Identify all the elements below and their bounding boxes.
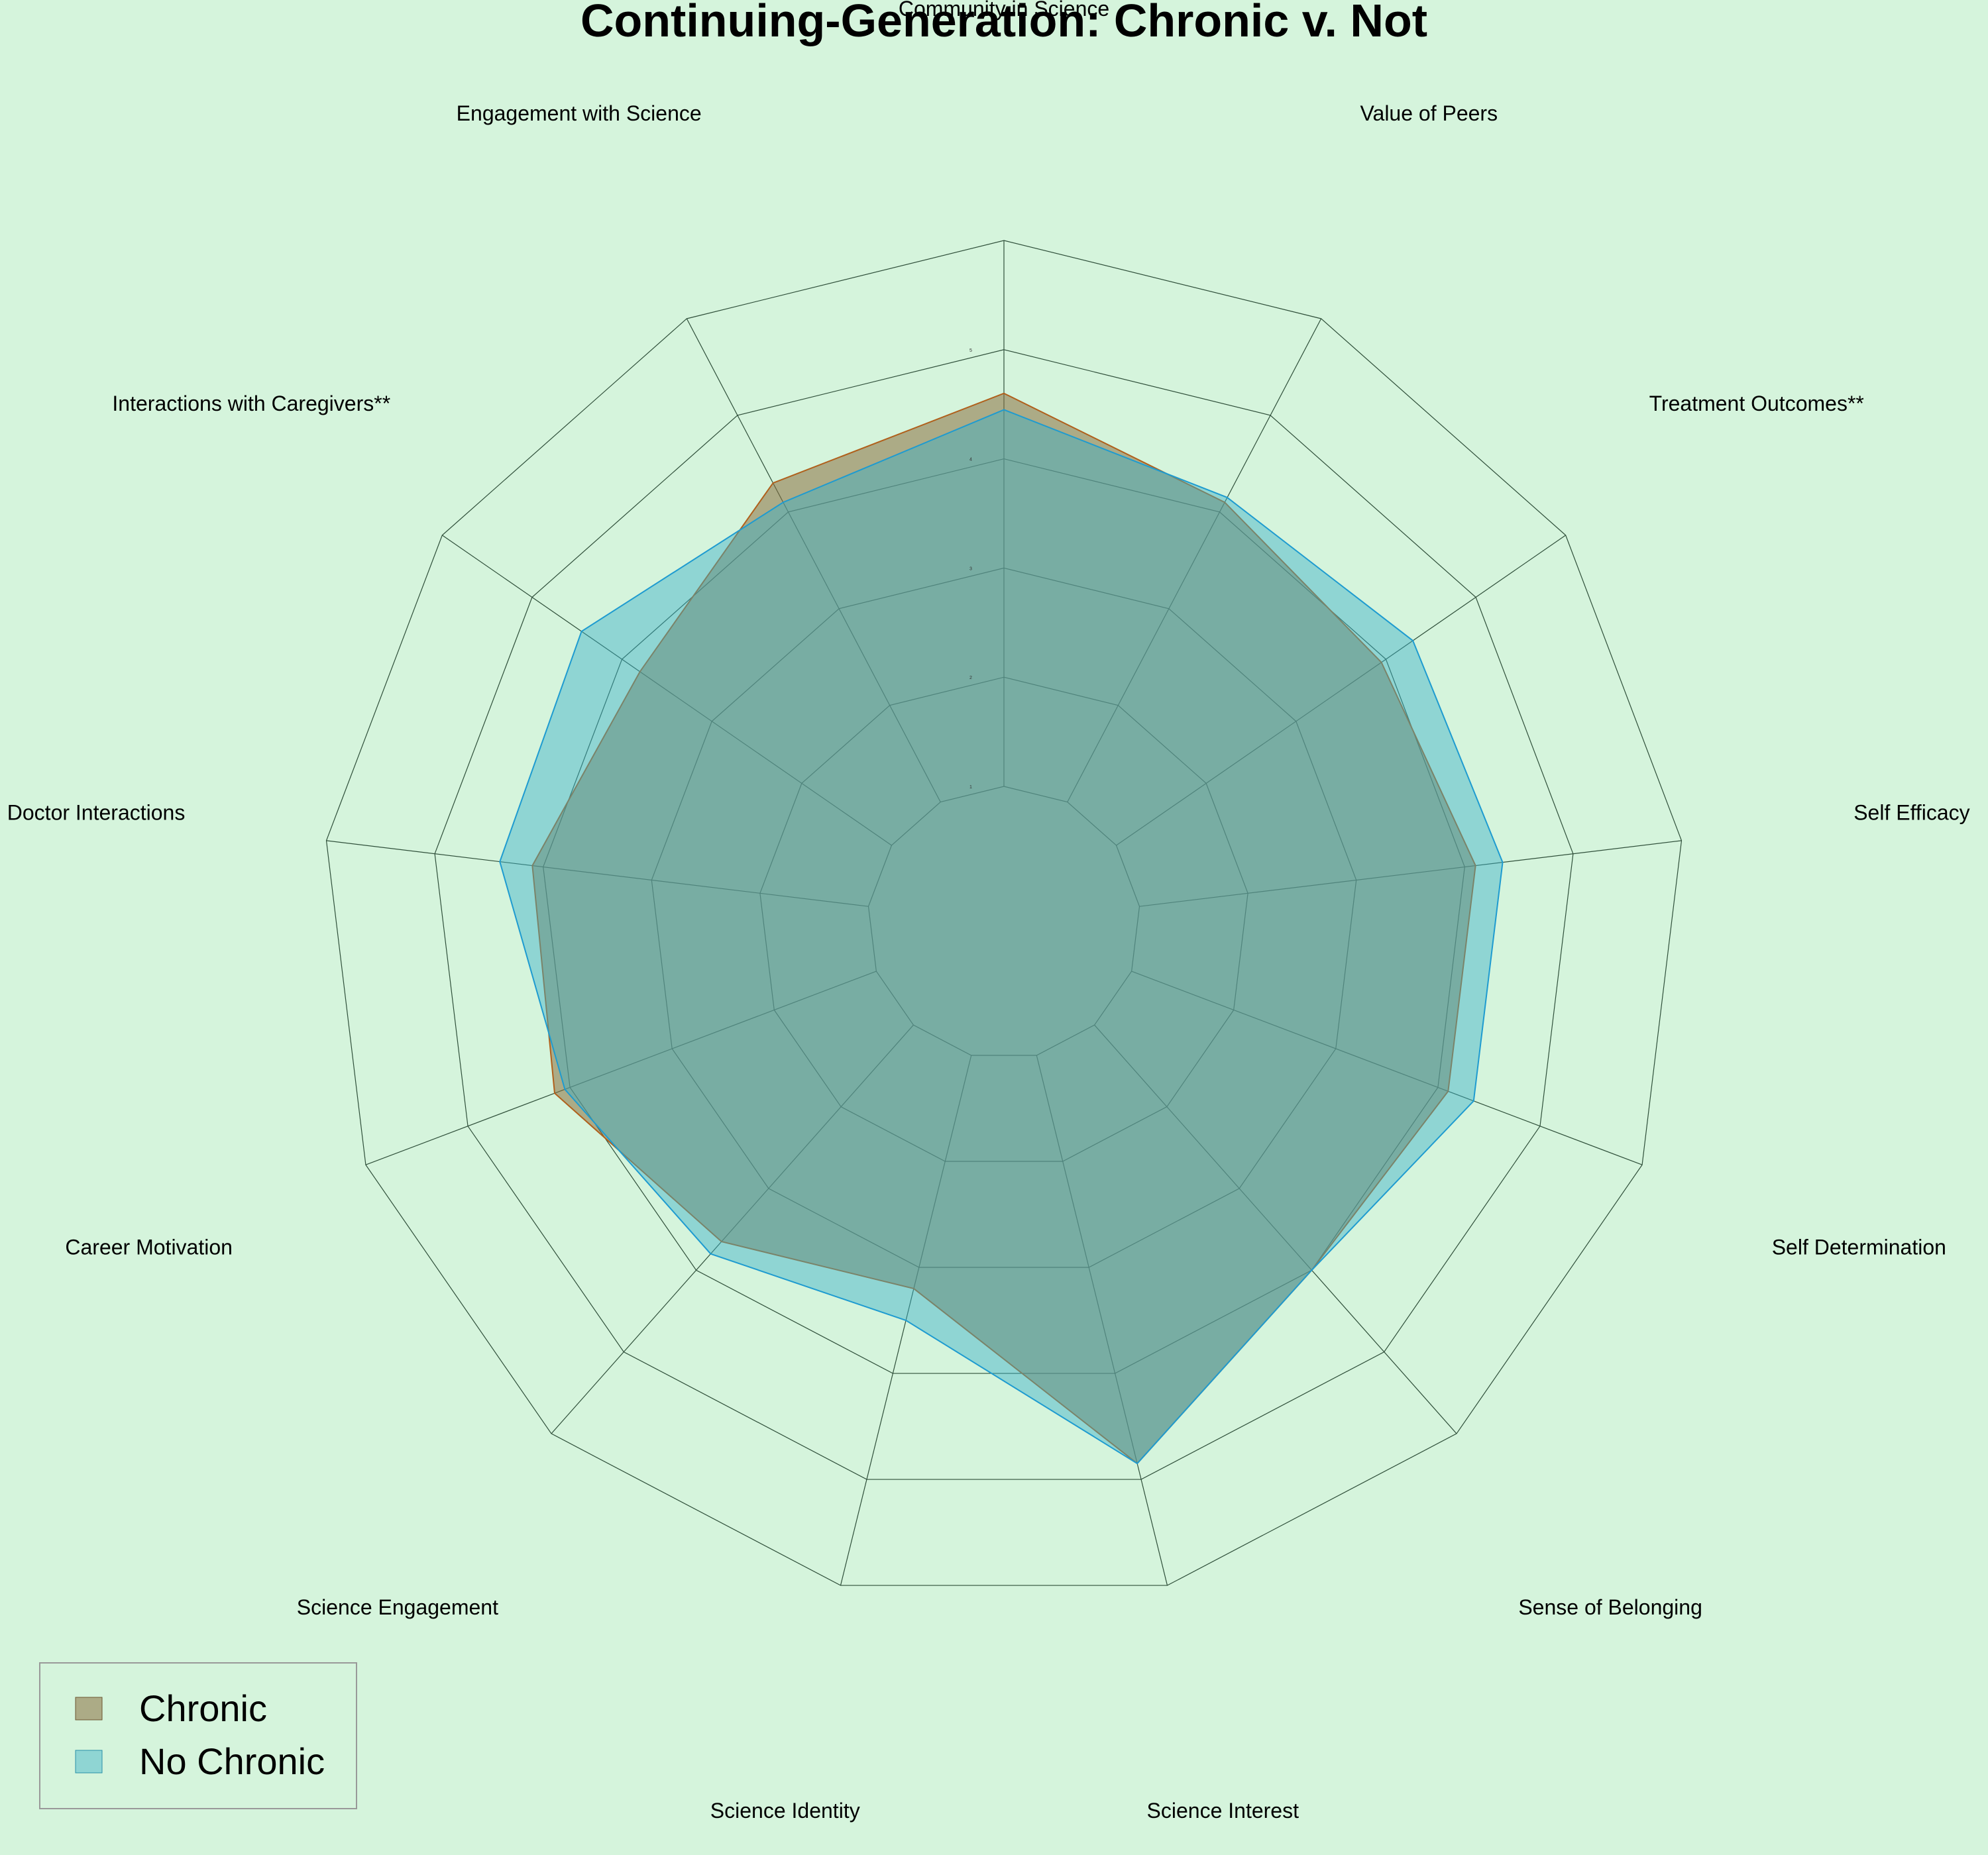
axis-labels: Community in Science Value of Peers Treatm… xyxy=(7,0,1970,1823)
axis-label-11: Interactions with Caregivers** xyxy=(112,392,390,415)
chart-title: Continuing-Generation: Chronic v. Not xyxy=(580,0,1427,46)
tick-label-4: 4 xyxy=(969,458,972,462)
tick-label-1: 1 xyxy=(969,785,972,790)
axis-label-6: Science Interest xyxy=(1147,1799,1299,1823)
series-area-chronic xyxy=(531,392,1476,1465)
axis-label-8: Science Engagement xyxy=(297,1595,498,1619)
legend-label-no-chronic: No Chronic xyxy=(139,1740,325,1782)
grid-ring-5 xyxy=(434,349,1574,1480)
axis-label-7: Science Identity xyxy=(710,1799,860,1823)
tick-label-5: 5 xyxy=(969,348,972,353)
axis-label-4: Self Determination xyxy=(1772,1235,1946,1259)
grid-ring-4 xyxy=(543,458,1465,1374)
axis-label-1: Value of Peers xyxy=(1360,101,1498,125)
legend-swatch-no-chronic xyxy=(75,1750,103,1774)
axis-label-0: Community in Science xyxy=(899,0,1109,21)
axis-label-10: Doctor Interactions xyxy=(7,801,186,825)
radar-series xyxy=(499,392,1504,1465)
axis-label-5: Sense of Belonging xyxy=(1518,1595,1702,1619)
axis-label-12: Engagement with Science xyxy=(457,101,702,125)
tick-label-3: 3 xyxy=(969,566,972,571)
radial-tick-labels: 1 2 3 4 5 xyxy=(969,348,972,790)
legend: Chronic No Chronic xyxy=(39,1662,357,1809)
legend-swatch-chronic xyxy=(75,1697,103,1721)
tick-label-2: 2 xyxy=(969,676,972,680)
series-area-no-chronic xyxy=(499,409,1504,1465)
axis-label-2: Treatment Outcomes** xyxy=(1649,392,1864,415)
axis-label-9: Career Motivation xyxy=(65,1235,233,1259)
legend-label-chronic: Chronic xyxy=(139,1687,267,1729)
axis-label-3: Self Efficacy xyxy=(1853,801,1969,825)
grid-ring-6 xyxy=(325,240,1683,1586)
legend-box xyxy=(39,1662,357,1809)
